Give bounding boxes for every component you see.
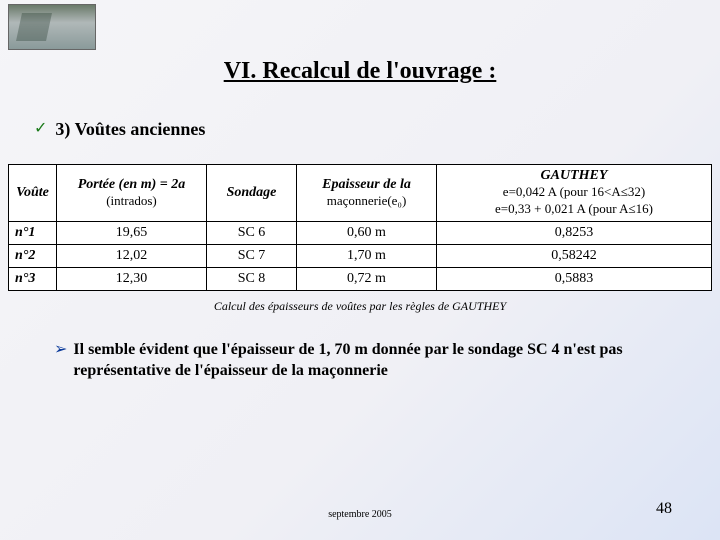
- cell-sondage: SC 8: [207, 268, 297, 291]
- check-icon: ✓: [34, 119, 47, 138]
- col-gauthey-l2: e=0,33 + 0,021 A (pour A≤16): [495, 201, 653, 216]
- cell-epaisseur: 0,60 m: [297, 222, 437, 245]
- cell-epaisseur: 0,72 m: [297, 268, 437, 291]
- cell-portee: 19,65: [57, 222, 207, 245]
- col-sondage: Sondage: [207, 165, 297, 222]
- col-portee-label: Portée (en m) = 2a: [78, 177, 186, 192]
- cell-voute: n°1: [9, 222, 57, 245]
- section-bullet: ✓ 3) Voûtes anciennes: [0, 85, 720, 140]
- col-gauthey-l1: e=0,042 A (pour 16<A≤32): [503, 184, 645, 199]
- table-header-row: Voûte Portée (en m) = 2a (intrados) Sond…: [9, 165, 712, 222]
- section-heading: 3) Voûtes anciennes: [55, 119, 205, 140]
- table-row: n°212,02SC 71,70 m0,58242: [9, 245, 712, 268]
- col-ep-label: Epaisseur de la: [322, 177, 411, 192]
- note-text: Il semble évident que l'épaisseur de 1, …: [73, 340, 666, 382]
- col-gauthey: GAUTHEY e=0,042 A (pour 16<A≤32) e=0,33 …: [437, 165, 712, 222]
- page-title: VI. Recalcul de l'ouvrage :: [0, 0, 720, 85]
- cell-epaisseur: 1,70 m: [297, 245, 437, 268]
- cell-gauthey: 0,8253: [437, 222, 712, 245]
- cell-sondage: SC 6: [207, 222, 297, 245]
- cell-portee: 12,02: [57, 245, 207, 268]
- cell-gauthey: 0,58242: [437, 245, 712, 268]
- col-epaisseur: Epaisseur de la maçonnerie(e₀): [297, 165, 437, 222]
- table-caption: Calcul des épaisseurs de voûtes par les …: [0, 299, 720, 314]
- col-portee-sub: (intrados): [106, 193, 157, 208]
- table-row: n°312,30SC 80,72 m0,5883: [9, 268, 712, 291]
- col-voute: Voûte: [9, 165, 57, 222]
- note-block: ➢ Il semble évident que l'épaisseur de 1…: [54, 340, 666, 382]
- cell-sondage: SC 7: [207, 245, 297, 268]
- cell-voute: n°2: [9, 245, 57, 268]
- gauthey-table: Voûte Portée (en m) = 2a (intrados) Sond…: [8, 164, 712, 291]
- col-ep-sub: maçonnerie(e₀): [327, 193, 407, 208]
- col-portee: Portée (en m) = 2a (intrados): [57, 165, 207, 222]
- cell-voute: n°3: [9, 268, 57, 291]
- table-row: n°119,65SC 60,60 m0,8253: [9, 222, 712, 245]
- gauthey-table-wrap: Voûte Portée (en m) = 2a (intrados) Sond…: [8, 164, 712, 291]
- arrow-icon: ➢: [54, 340, 67, 361]
- cell-portee: 12,30: [57, 268, 207, 291]
- cell-gauthey: 0,5883: [437, 268, 712, 291]
- footer-page-number: 48: [656, 500, 672, 518]
- col-gauthey-title: GAUTHEY: [541, 168, 608, 183]
- footer-date: septembre 2005: [0, 509, 720, 520]
- header-thumbnail: [8, 4, 96, 50]
